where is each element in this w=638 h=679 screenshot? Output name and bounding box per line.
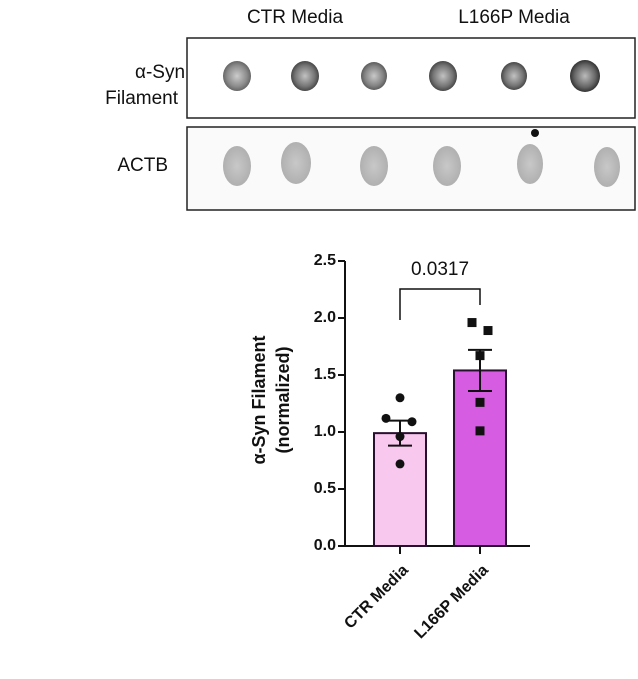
column-label: L166P Media [458, 7, 570, 28]
blot-panel [186, 126, 636, 211]
data-point [395, 459, 405, 469]
y-tick-label: 1.0 [314, 423, 336, 440]
row-label: Filament [105, 88, 179, 109]
y-axis-label: α-Syn Filament [249, 335, 269, 464]
bar [453, 369, 507, 547]
y-tick-label: 2.5 [314, 252, 336, 269]
data-point [475, 426, 485, 436]
y-tick-label: 0.0 [314, 537, 336, 554]
y-tick-label: 2.0 [314, 309, 336, 326]
x-tick-label: CTR Media [341, 562, 412, 633]
blot-spots [223, 60, 620, 187]
dot-blot: CTR Media L166P Media α-Syn Filament ACT… [105, 7, 636, 211]
annotation: 0.0317 [411, 259, 469, 280]
bar [373, 432, 427, 548]
bar-chart: 0.0 0.5 1.0 1.5 2.0 2.5 α-Syn Filament (normali… [249, 252, 530, 642]
data-point [483, 326, 493, 336]
y-axis-label: (normalized) [273, 346, 293, 453]
x-tick-label: L166P Media [411, 562, 491, 642]
blot-panel [186, 37, 636, 119]
row-label: ACTB [117, 155, 168, 176]
data-point [475, 397, 485, 407]
data-point [395, 393, 405, 403]
data-point [407, 417, 417, 427]
y-tick-label: 1.5 [314, 366, 336, 383]
y-tick-label: 0.5 [314, 480, 336, 497]
data-point [467, 318, 477, 328]
row-label: α-Syn [135, 62, 185, 83]
column-label: CTR Media [247, 7, 344, 28]
data-point [475, 351, 485, 361]
data-point [381, 413, 391, 423]
significance-bracket [399, 288, 481, 320]
data-point [395, 432, 405, 442]
